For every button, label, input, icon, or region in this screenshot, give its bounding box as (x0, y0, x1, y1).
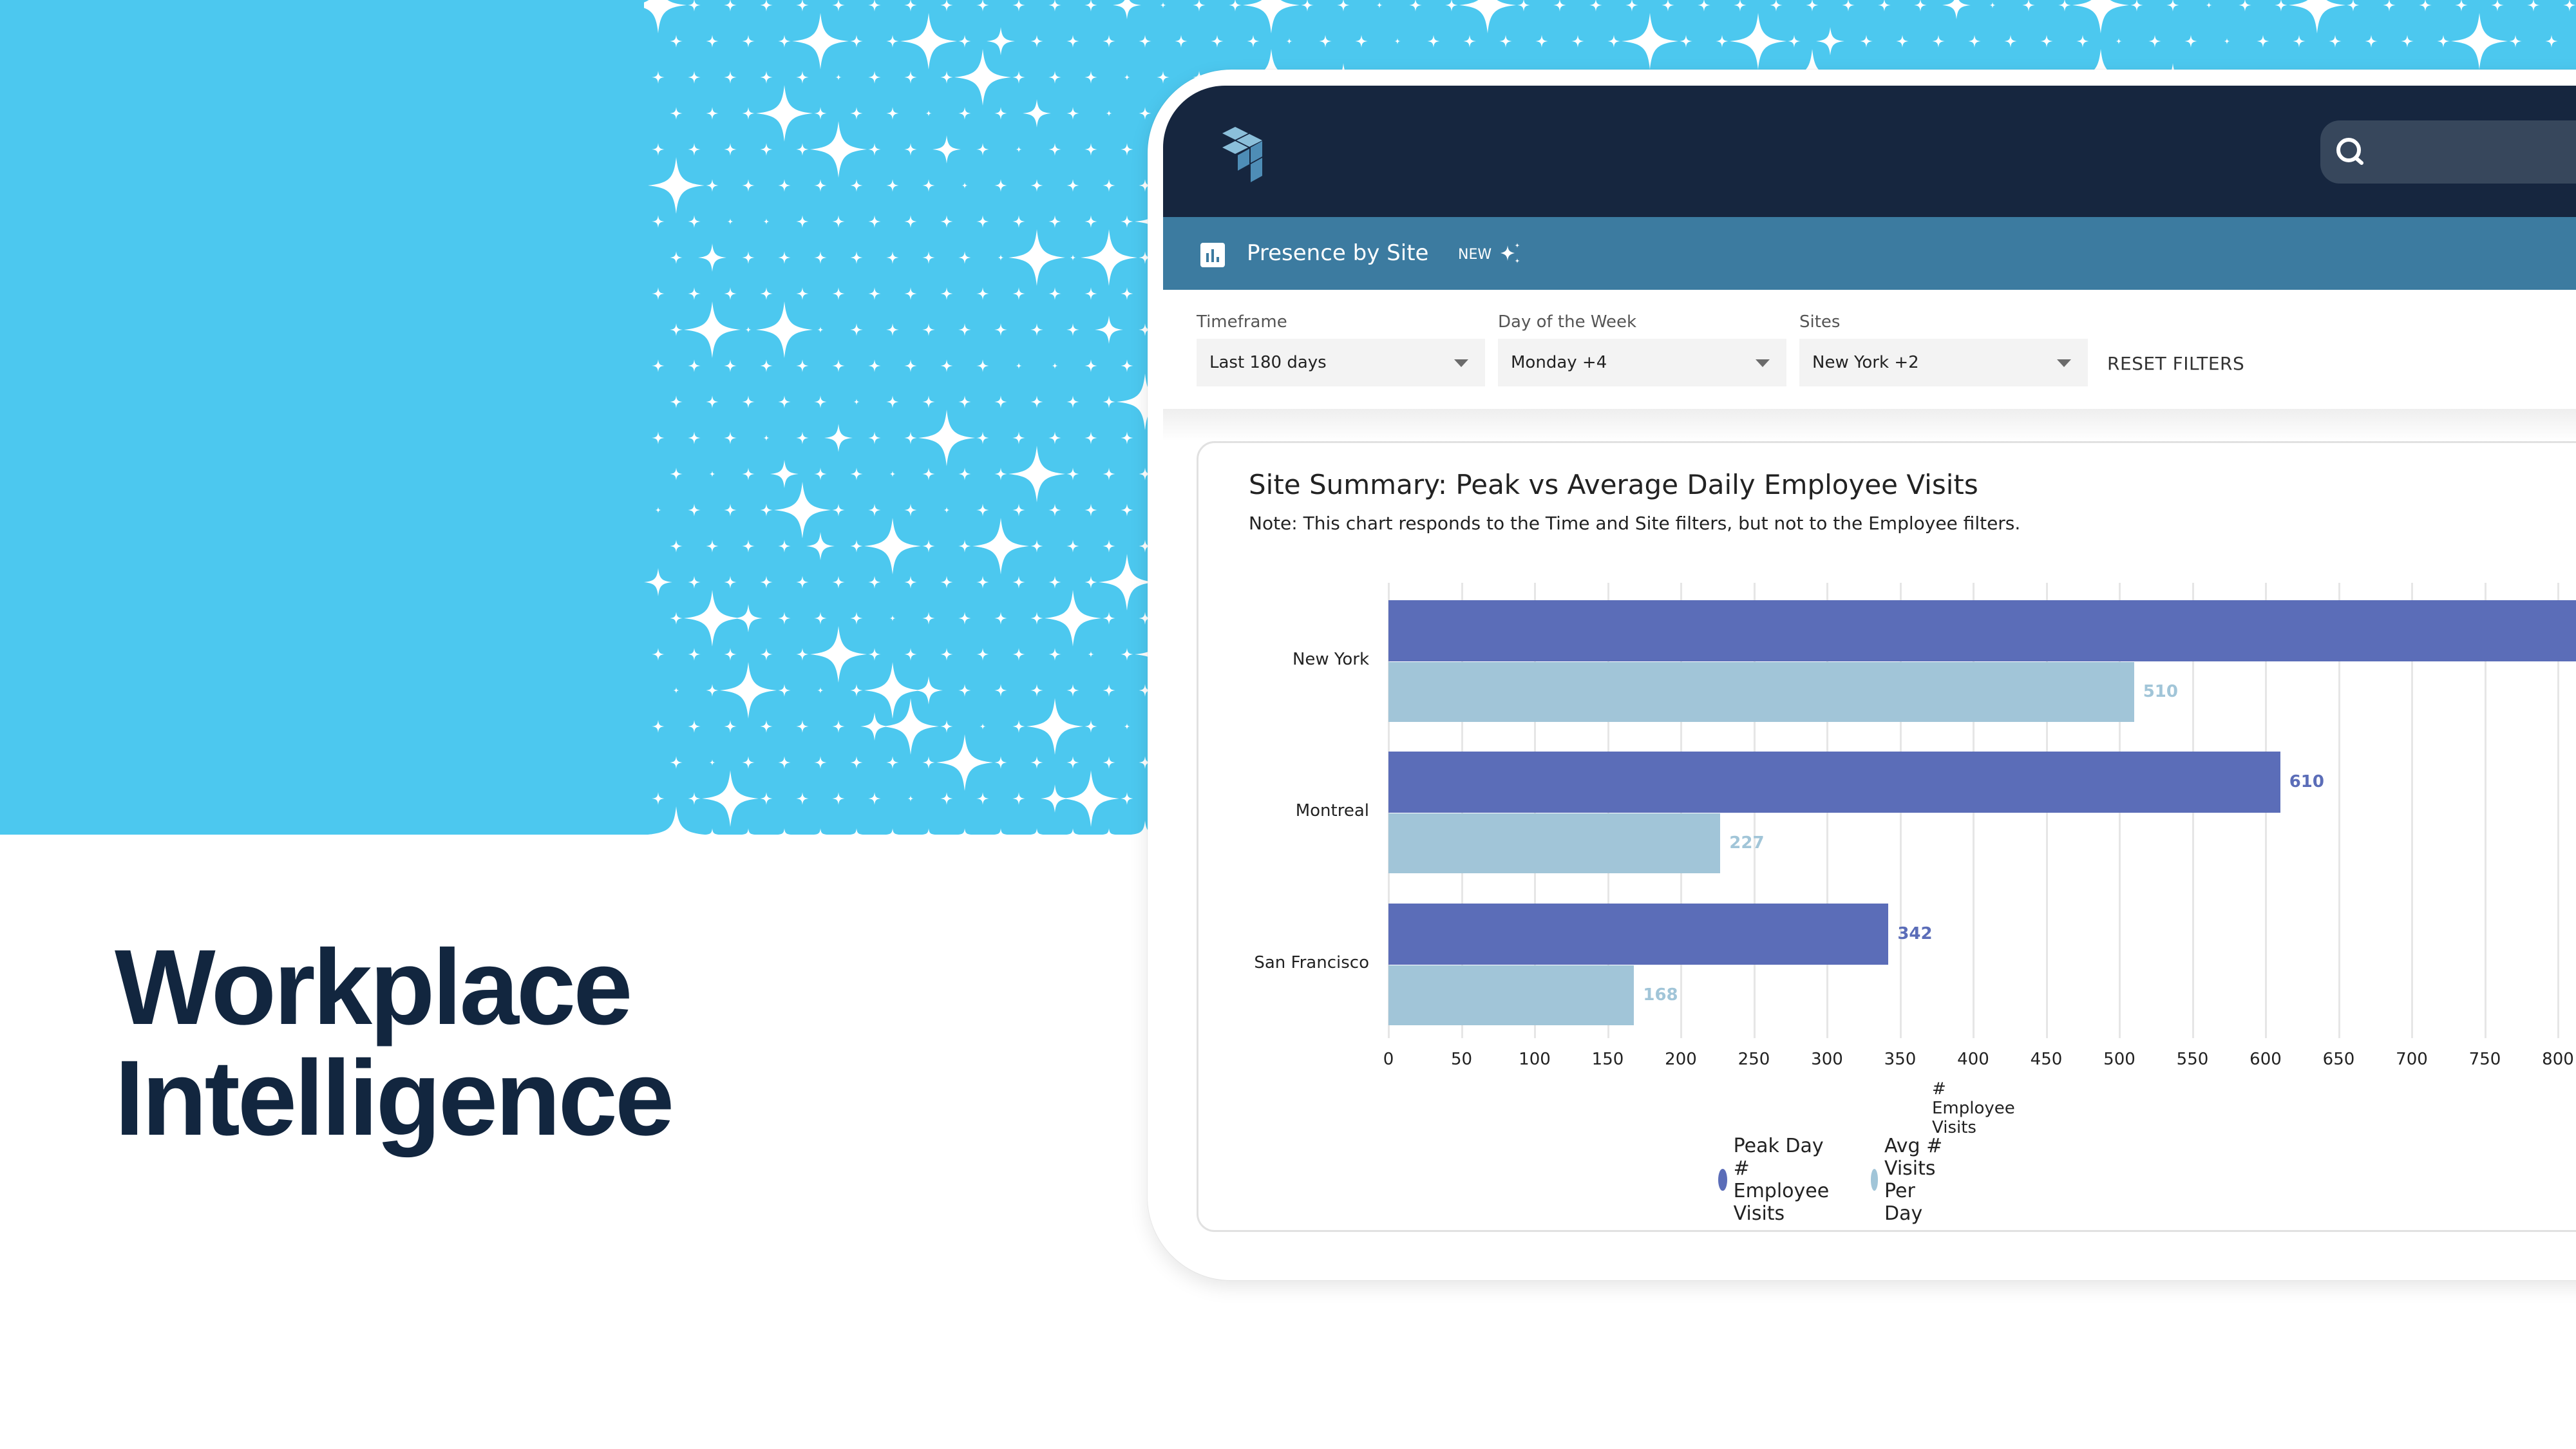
peak-bar[interactable] (1388, 600, 2576, 661)
peak-bar[interactable] (1388, 752, 2280, 813)
legend-item[interactable]: Avg # Visits Per Day (1870, 1135, 1951, 1225)
x-tick-label: 300 (1811, 1050, 1843, 1069)
value-label: 610 (2289, 772, 2324, 791)
heading-line-1: Workplace (115, 928, 632, 1047)
filter-label: Sites (1799, 312, 1841, 332)
divider (1163, 409, 2576, 441)
caret-down-icon (1454, 359, 1468, 367)
sparkle-icon (1501, 243, 1520, 263)
gridline (2411, 583, 2413, 1038)
x-tick-label: 800 (2542, 1050, 2574, 1069)
sites-select[interactable]: New York +2 (1799, 339, 2088, 386)
chart-legend: Peak Day # Employee Visits Avg # Visits P… (1718, 1135, 1978, 1225)
x-tick-label: 650 (2322, 1050, 2355, 1069)
chart-card: Site Summary: Peak vs Average Daily Empl… (1197, 441, 2576, 1232)
legend-dot-icon (1870, 1169, 1878, 1191)
value-label: 227 (1729, 833, 1765, 853)
value-label: 168 (1643, 985, 1678, 1005)
stacked-cubes-logo-icon[interactable] (1208, 119, 1266, 190)
top-navbar (1163, 86, 2576, 217)
filter-day-of-week: Day of the Week Monday +4 (1498, 309, 1786, 386)
x-axis-title: # Employee Visits (1932, 1079, 2015, 1137)
avg-bar[interactable] (1388, 662, 2134, 722)
x-tick-label: 750 (2468, 1050, 2501, 1069)
x-tick-label: 600 (2249, 1050, 2282, 1069)
hero-heading: Workplace Intelligence (115, 928, 674, 1158)
avg-bar[interactable] (1388, 965, 1634, 1025)
x-tick-label: 50 (1450, 1050, 1473, 1069)
page-title: Presence by Site (1247, 240, 1429, 266)
filter-bar: Timeframe Last 180 days Day of the Week … (1163, 290, 2576, 409)
caret-down-icon (2057, 359, 2071, 367)
x-tick-label: 350 (1884, 1050, 1917, 1069)
filter-label: Timeframe (1197, 312, 1287, 332)
x-tick-label: 250 (1738, 1050, 1770, 1069)
avg-bar[interactable] (1388, 813, 1721, 873)
gridline (2557, 583, 2559, 1038)
legend-item[interactable]: Peak Day # Employee Visits (1718, 1135, 1842, 1225)
chart-note: Note: This chart responds to the Time an… (1249, 513, 2021, 534)
legend-label: Avg # Visits Per Day (1884, 1135, 1943, 1225)
x-tick-label: 450 (2030, 1050, 2063, 1069)
category-label: New York (1292, 650, 1369, 669)
x-tick-label: 550 (2176, 1050, 2209, 1069)
search-box[interactable] (2320, 120, 2576, 184)
x-tick-label: 150 (1591, 1050, 1624, 1069)
gridline (2338, 583, 2340, 1038)
x-tick-label: 200 (1665, 1050, 1697, 1069)
app-screen: Presence by Site NEW Timeframe Last 180 … (1163, 86, 2576, 1245)
x-tick-label: 700 (2396, 1050, 2428, 1069)
day-of-week-select[interactable]: Monday +4 (1498, 339, 1786, 386)
x-tick-label: 400 (1957, 1050, 1989, 1069)
value-label: 510 (2143, 681, 2178, 701)
filter-sites: Sites New York +2 (1799, 309, 2088, 386)
category-label: Montreal (1295, 801, 1369, 820)
x-tick-label: 100 (1519, 1050, 1551, 1069)
bar-chart-icon (1200, 243, 1225, 267)
filter-timeframe: Timeframe Last 180 days (1197, 309, 1485, 386)
value-label: 342 (1897, 923, 1933, 943)
timeframe-select[interactable]: Last 180 days (1197, 339, 1485, 386)
chart-title: Site Summary: Peak vs Average Daily Empl… (1249, 469, 1978, 500)
search-icon[interactable] (2333, 135, 2368, 169)
page-header: Presence by Site NEW (1163, 217, 2576, 290)
legend-dot-icon (1718, 1169, 1727, 1191)
gridline (2484, 583, 2486, 1038)
reset-filters-button[interactable]: RESET FILTERS (2107, 353, 2245, 374)
x-tick-label: 500 (2103, 1050, 2136, 1069)
new-badge: NEW (1458, 247, 1492, 263)
select-value: Monday +4 (1511, 353, 1607, 372)
peak-bar[interactable] (1388, 904, 1889, 965)
category-label: San Francisco (1254, 953, 1369, 972)
heading-line-2: Intelligence (115, 1039, 674, 1158)
x-tick-label: 0 (1383, 1050, 1394, 1069)
legend-label: Peak Day # Employee Visits (1733, 1135, 1830, 1225)
caret-down-icon (1756, 359, 1770, 367)
select-value: Last 180 days (1209, 353, 1327, 372)
filter-label: Day of the Week (1498, 312, 1637, 332)
select-value: New York +2 (1812, 353, 1919, 372)
